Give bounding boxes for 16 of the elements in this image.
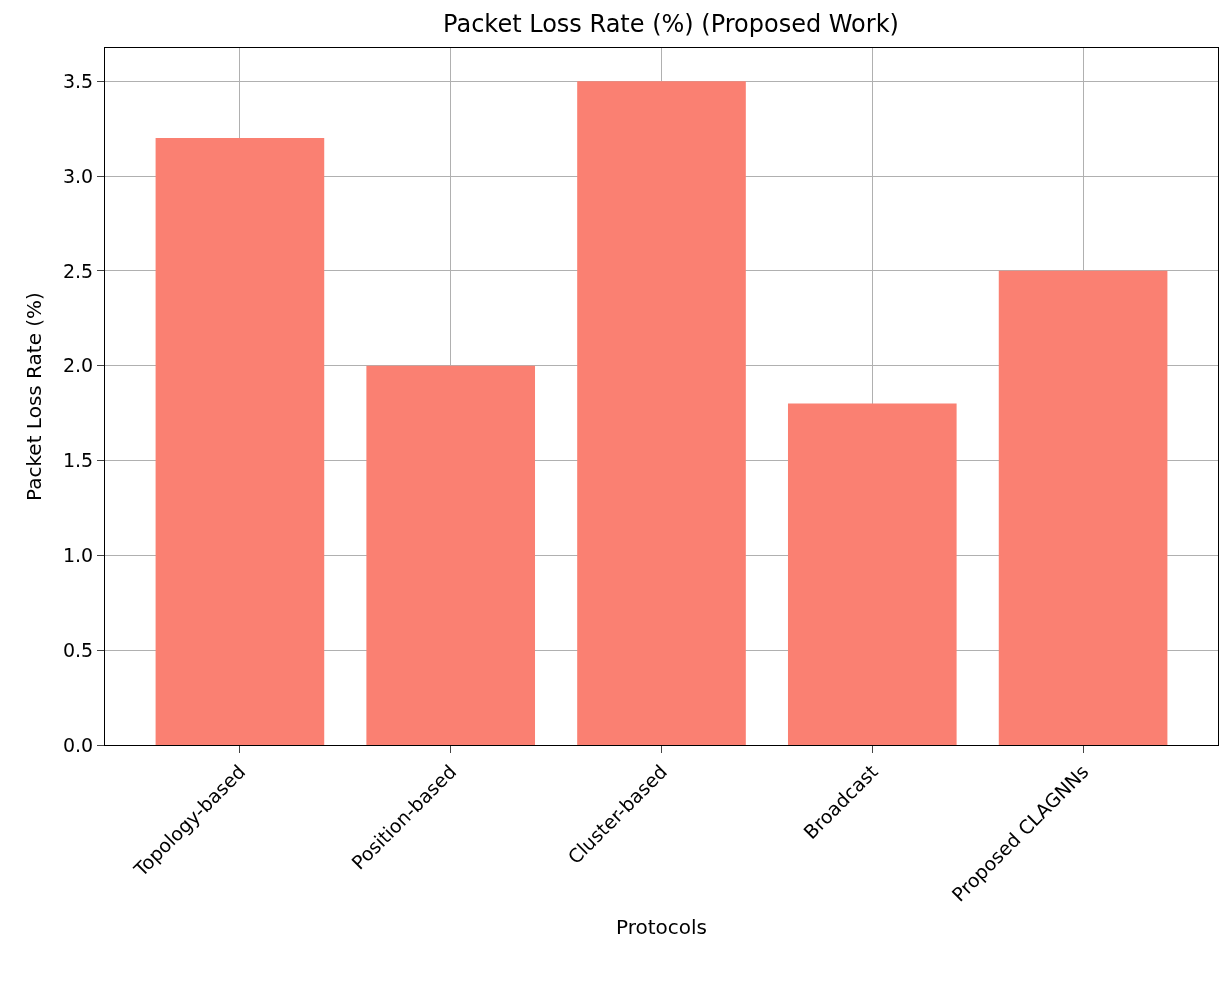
x-axis-title: Protocols xyxy=(615,915,708,940)
y-tick-label: 3.5 xyxy=(62,69,94,92)
y-tick-label: 0.5 xyxy=(62,638,94,661)
bar xyxy=(577,81,746,745)
y-tick-label: 3.0 xyxy=(62,164,94,187)
bar xyxy=(366,365,536,745)
y-axis-title: Packet Loss Rate (%) xyxy=(22,292,47,501)
chart-title: Packet Loss Rate (%) (Proposed Work) xyxy=(443,9,899,38)
y-tick-label: 2.5 xyxy=(62,259,94,282)
y-tick-label: 0.0 xyxy=(62,733,94,756)
bar xyxy=(155,138,325,745)
y-tick-label: 2.0 xyxy=(62,354,94,377)
bar xyxy=(998,270,1168,745)
bar xyxy=(787,403,957,745)
y-tick-label: 1.5 xyxy=(62,449,94,472)
y-tick-label: 1.0 xyxy=(62,543,94,566)
